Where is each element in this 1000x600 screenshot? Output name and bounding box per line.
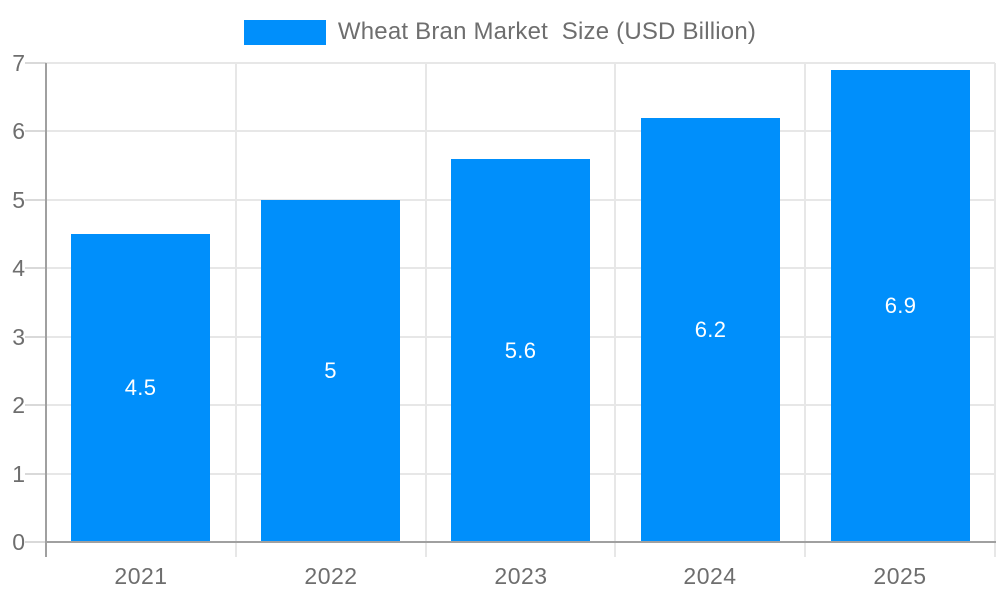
y-axis-label: 1 bbox=[12, 461, 25, 487]
y-gridline bbox=[46, 62, 995, 64]
y-axis-label: 3 bbox=[12, 324, 25, 350]
y-axis-line bbox=[45, 63, 47, 557]
y-axis-tick bbox=[25, 199, 46, 201]
y-axis-tick bbox=[25, 404, 46, 406]
x-axis-label: 2023 bbox=[494, 563, 548, 589]
x-axis-line bbox=[45, 541, 996, 543]
y-axis-label: 5 bbox=[12, 187, 25, 213]
y-axis-tick bbox=[25, 473, 46, 475]
legend-label: Wheat Bran Market Size (USD Billion) bbox=[337, 18, 757, 45]
y-axis-label: 4 bbox=[12, 255, 25, 281]
bar-2022[interactable]: 5 bbox=[261, 200, 400, 542]
y-axis-label: 6 bbox=[12, 118, 25, 144]
bar-value-label: 4.5 bbox=[124, 375, 157, 400]
category-separator bbox=[235, 63, 237, 557]
bar-2024[interactable]: 6.2 bbox=[641, 118, 780, 542]
category-separator bbox=[804, 63, 806, 557]
y-axis-tick bbox=[25, 336, 46, 338]
y-axis-tick bbox=[25, 62, 46, 64]
category-separator bbox=[425, 63, 427, 557]
x-axis-label: 2025 bbox=[873, 563, 927, 589]
bar-2023[interactable]: 5.6 bbox=[451, 159, 590, 542]
bar-value-label: 6.2 bbox=[694, 317, 727, 342]
y-axis-tick bbox=[25, 130, 46, 132]
bar-value-label: 6.9 bbox=[884, 293, 917, 318]
legend-marker bbox=[243, 19, 326, 45]
x-axis-label: 2022 bbox=[304, 563, 358, 589]
bar-2021[interactable]: 4.5 bbox=[71, 234, 210, 542]
y-axis-label: 2 bbox=[12, 392, 25, 418]
bar-value-label: 5 bbox=[324, 358, 337, 383]
x-axis-label: 2024 bbox=[683, 563, 737, 589]
category-separator bbox=[614, 63, 616, 557]
y-axis-label: 0 bbox=[12, 529, 25, 555]
x-axis-label: 2021 bbox=[114, 563, 168, 589]
y-gridline bbox=[46, 130, 995, 132]
y-axis-tick bbox=[25, 267, 46, 269]
legend[interactable]: Wheat Bran Market Size (USD Billion) bbox=[0, 17, 1000, 47]
y-axis-tick bbox=[25, 541, 46, 543]
category-separator bbox=[994, 63, 996, 557]
bar-value-label: 5.6 bbox=[504, 337, 537, 363]
plot-area: 0 1 2 3 4 5 6 7 4.5 5 5.6 6.2 6.9 2021 2022 2023 2024 202… bbox=[12, 50, 996, 589]
y-axis-label: 7 bbox=[12, 50, 25, 76]
bar-2025[interactable]: 6.9 bbox=[831, 70, 970, 542]
